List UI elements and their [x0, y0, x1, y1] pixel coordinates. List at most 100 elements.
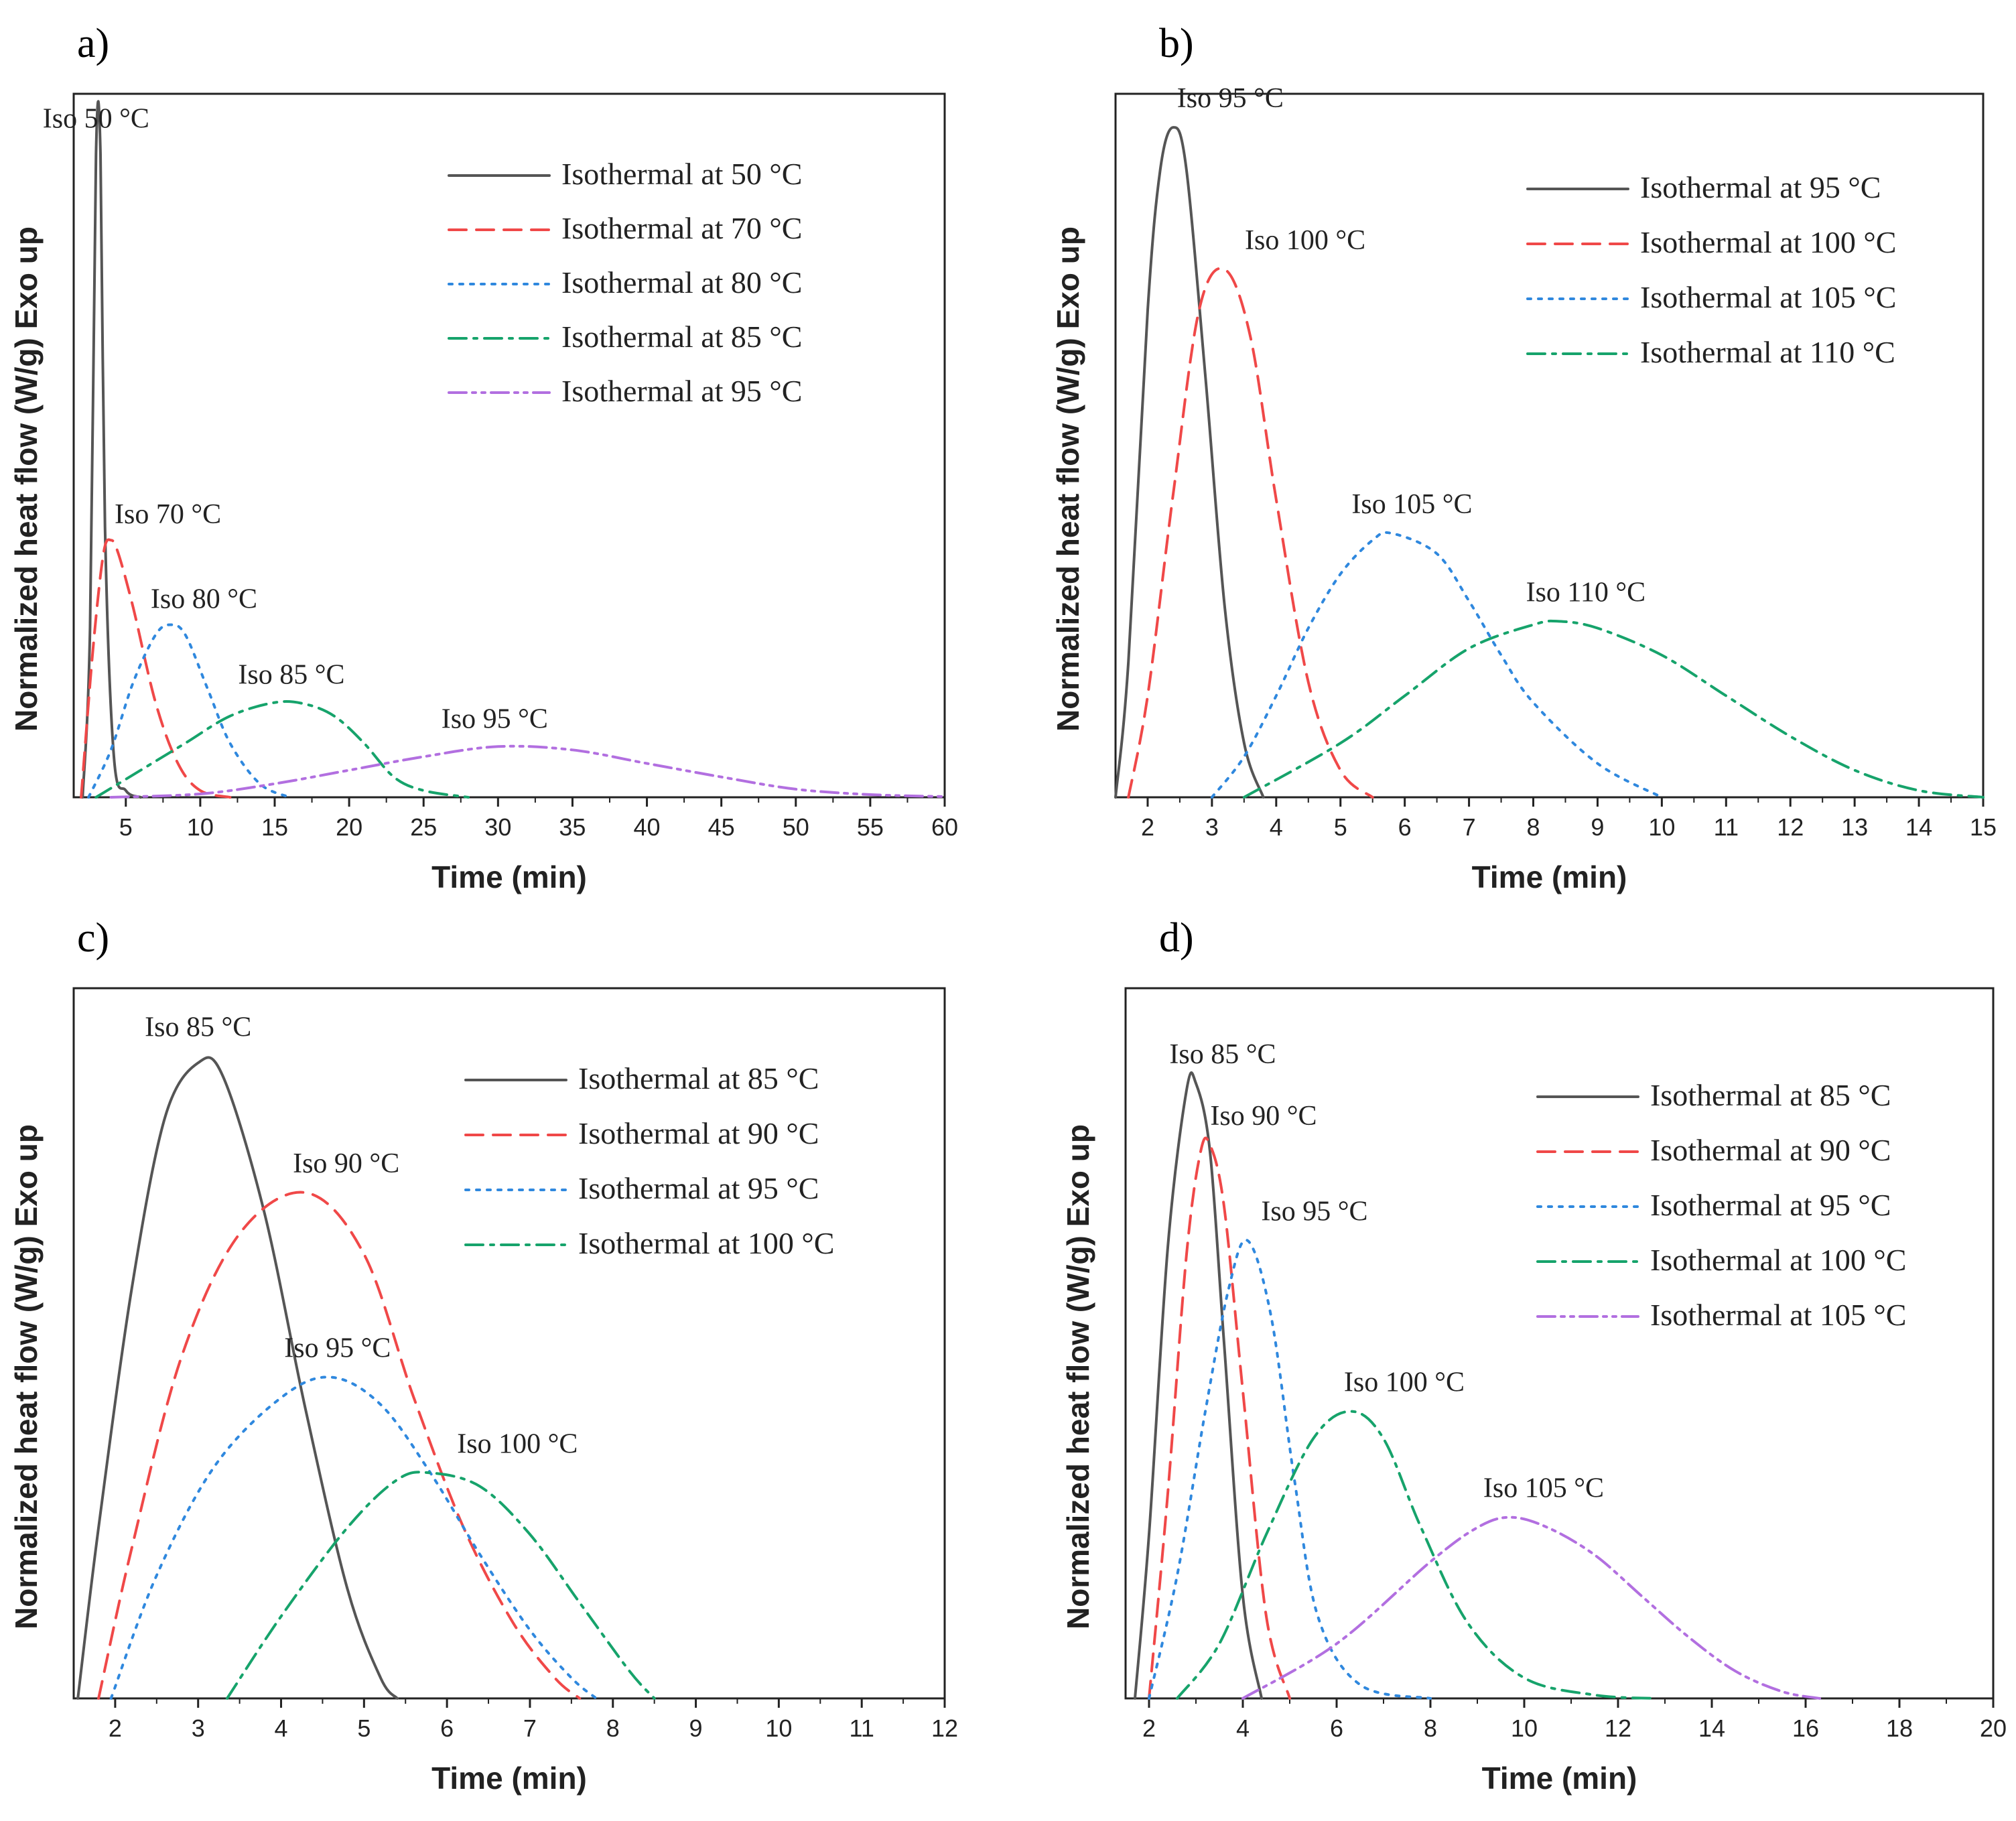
legend-label: Isothermal at 95 °C — [561, 374, 803, 408]
peak-label: Iso 110 °C — [1526, 577, 1646, 608]
peak-label: Iso 100 °C — [457, 1428, 578, 1459]
peak-label: Iso 50 °C — [43, 104, 149, 135]
legend-label: Isothermal at 95 °C — [1650, 1188, 1891, 1222]
series-line — [94, 700, 470, 799]
y-axis-title: Normalized heat flow (W/g) Exo up — [1061, 1124, 1095, 1629]
series-isothermal-at-100-c: Iso 100 °C Isothermal at 100 °C — [1127, 225, 1897, 799]
series-isothermal-at-85-c: Iso 85 °C Isothermal at 85 °C — [76, 1012, 819, 1700]
x-tick-label: 9 — [1591, 813, 1604, 841]
series-line — [1176, 1410, 1657, 1700]
peak-label: Iso 95 °C — [1261, 1197, 1367, 1227]
peak-label: Iso 70 °C — [115, 499, 221, 530]
peak-label: Iso 80 °C — [151, 584, 257, 614]
x-tick-label: 20 — [1980, 1714, 2007, 1742]
series-isothermal-at-80-c: Iso 80 °C Isothermal at 80 °C — [87, 265, 803, 799]
x-tick-label: 7 — [1463, 813, 1476, 841]
legend-label: Isothermal at 90 °C — [578, 1116, 819, 1150]
x-tick-label: 4 — [275, 1714, 288, 1742]
panel-label: c) — [77, 915, 109, 961]
series-isothermal-at-95-c: Iso 95 °C Isothermal at 95 °C — [1148, 1188, 1891, 1700]
x-tick-label: 30 — [484, 813, 511, 841]
x-tick-label: 5 — [357, 1714, 371, 1742]
peak-label: Iso 85 °C — [238, 660, 344, 691]
y-axis-title: Normalized heat flow (W/g) Exo up — [9, 226, 44, 732]
x-tick-label: 12 — [931, 1714, 958, 1742]
series-isothermal-at-110-c: Iso 110 °C Isothermal at 110 °C — [1242, 335, 1985, 799]
y-axis-title: Normalized heat flow (W/g) Exo up — [1051, 226, 1085, 732]
series-line — [76, 1056, 399, 1700]
legend-label: Isothermal at 80 °C — [561, 265, 803, 299]
series-line — [109, 744, 946, 799]
series-line — [1134, 1071, 1263, 1700]
x-tick-label: 10 — [1648, 813, 1675, 841]
x-tick-label: 60 — [931, 813, 958, 841]
x-tick-label: 8 — [606, 1714, 620, 1742]
x-tick-label: 4 — [1236, 1714, 1250, 1742]
x-tick-label: 20 — [336, 813, 362, 841]
panel-a: a) 5 10 15 20 25 30 35 40 45 50 55 60 Time (min) Norma… — [9, 21, 958, 894]
series-line — [87, 623, 291, 799]
series-isothermal-at-50-c: Iso 50 °C Isothermal at 50 °C — [43, 100, 803, 799]
peak-label: Iso 95 °C — [442, 703, 548, 734]
legend-label: Isothermal at 50 °C — [561, 157, 803, 191]
series-isothermal-at-100-c: Iso 100 °C Isothermal at 100 °C — [226, 1226, 835, 1700]
series-isothermal-at-85-c: Iso 85 °C Isothermal at 85 °C — [94, 320, 803, 799]
series-line — [226, 1471, 656, 1700]
x-tick-label: 10 — [765, 1714, 792, 1742]
legend-label: Isothermal at 70 °C — [561, 211, 803, 245]
peak-label: Iso 90 °C — [1210, 1101, 1317, 1132]
y-axis-title: Normalized heat flow (W/g) Exo up — [9, 1124, 44, 1629]
peak-label: Iso 90 °C — [293, 1148, 399, 1179]
legend-label: Isothermal at 100 °C — [1640, 225, 1897, 259]
peak-label: Iso 105 °C — [1351, 489, 1472, 520]
peak-label: Iso 100 °C — [1344, 1367, 1465, 1398]
x-tick-label: 6 — [1398, 813, 1412, 841]
panel-label: d) — [1159, 915, 1194, 961]
x-tick-label: 5 — [119, 813, 133, 841]
x-tick-label: 14 — [1905, 813, 1932, 841]
series-line — [81, 100, 142, 799]
series-line — [80, 538, 232, 799]
peak-label: Iso 95 °C — [1177, 83, 1284, 114]
legend-label: Isothermal at 95 °C — [1640, 170, 1881, 204]
x-tick-label: 15 — [1970, 813, 1997, 841]
x-tick-label: 6 — [1330, 1714, 1343, 1742]
legend-label: Isothermal at 100 °C — [1650, 1243, 1907, 1277]
x-tick-label: 3 — [1205, 813, 1219, 841]
x-tick-label: 10 — [1511, 1714, 1538, 1742]
panel-d: d) 2 4 6 8 10 12 14 16 18 20 Time (min) Normalized h… — [1061, 915, 2007, 1796]
series-isothermal-at-105-c: Iso 105 °C Isothermal at 105 °C — [1241, 1298, 1907, 1700]
x-tick-label: 11 — [850, 1714, 874, 1742]
legend-label: Isothermal at 105 °C — [1640, 280, 1897, 314]
series-isothermal-at-90-c: Iso 90 °C Isothermal at 90 °C — [97, 1116, 819, 1700]
x-tick-label: 45 — [708, 813, 735, 841]
series-isothermal-at-70-c: Iso 70 °C Isothermal at 70 °C — [80, 211, 803, 799]
plot-frame — [72, 987, 946, 1700]
x-tick-label: 55 — [857, 813, 884, 841]
x-axis-title: Time (min) — [431, 1761, 587, 1796]
series-line — [97, 1191, 582, 1700]
legend-label: Isothermal at 90 °C — [1650, 1133, 1891, 1167]
peak-label: Iso 100 °C — [1245, 225, 1365, 256]
x-tick-label: 12 — [1605, 1714, 1631, 1742]
x-tick-label: 15 — [261, 813, 288, 841]
legend-label: Isothermal at 100 °C — [578, 1226, 835, 1260]
plot-frame — [1114, 92, 1985, 799]
legend-label: Isothermal at 85 °C — [578, 1061, 819, 1095]
series-line — [109, 1375, 598, 1700]
x-tick-label: 7 — [523, 1714, 537, 1742]
series-isothermal-at-105-c: Iso 105 °C Isothermal at 105 °C — [1210, 280, 1897, 799]
legend-label: Isothermal at 85 °C — [561, 320, 803, 354]
x-tick-label: 13 — [1841, 813, 1868, 841]
series-isothermal-at-95-c: Iso 95 °C Isothermal at 95 °C — [1114, 83, 1881, 799]
x-tick-label: 8 — [1527, 813, 1540, 841]
x-tick-label: 16 — [1792, 1714, 1819, 1742]
peak-label: Iso 85 °C — [145, 1012, 251, 1042]
series-line — [1242, 619, 1985, 799]
x-tick-label: 50 — [783, 813, 809, 841]
x-axis-title: Time (min) — [431, 860, 587, 894]
plot-frame — [72, 92, 946, 799]
x-tick-label: 8 — [1424, 1714, 1437, 1742]
